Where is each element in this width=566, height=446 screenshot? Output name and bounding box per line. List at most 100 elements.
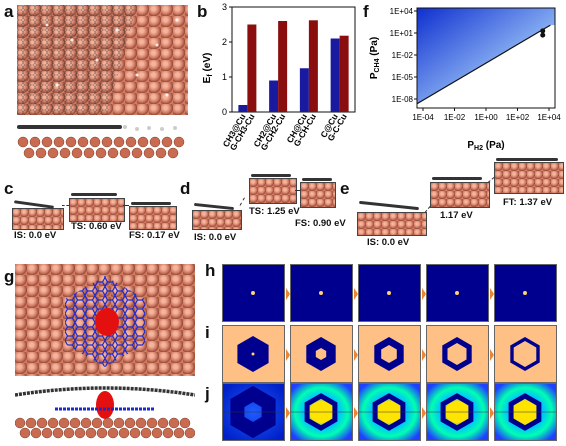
e-mid-structure bbox=[430, 182, 490, 208]
d-dash-1 bbox=[239, 197, 245, 206]
f-ytick-label: 1E+04 bbox=[390, 7, 414, 16]
g-nanoparticle-side bbox=[96, 391, 114, 419]
sim-frame-h bbox=[426, 264, 489, 322]
sequence-arrow-icon bbox=[286, 349, 290, 361]
d-ts-label: TS: 1.25 eV bbox=[249, 206, 300, 217]
sim-seed bbox=[319, 291, 323, 295]
c-ts-graphene bbox=[71, 193, 117, 196]
sequence-arrow-icon bbox=[286, 407, 290, 419]
f-xtick-label: 1E+04 bbox=[537, 113, 561, 122]
f-xtick-label: 1E-04 bbox=[412, 113, 434, 122]
c-ts-structure bbox=[69, 198, 125, 222]
sim-frame-i bbox=[426, 325, 489, 383]
sim-hex-ring bbox=[508, 393, 542, 431]
b-bar bbox=[339, 35, 349, 113]
f-yticks: 1E+04 1E+01 1E-02 1E-05 1E-08 bbox=[390, 7, 417, 104]
c-fs-structure bbox=[129, 206, 177, 230]
g-nanoparticle-top bbox=[95, 308, 119, 336]
sequence-arrow-icon bbox=[422, 349, 426, 361]
c-dash-1 bbox=[62, 205, 69, 206]
g-side-graphic bbox=[14, 386, 196, 439]
panel-letter-f: f bbox=[363, 2, 369, 21]
e-is-structure bbox=[357, 212, 427, 236]
d-fs-structure bbox=[300, 182, 336, 208]
b-bar bbox=[278, 21, 288, 112]
sim-hex-inner bbox=[447, 343, 467, 365]
d-is-structure bbox=[192, 210, 242, 230]
d-fs-label: FS: 0.90 eV bbox=[295, 218, 346, 229]
panel-letter-j: j bbox=[205, 384, 210, 403]
sim-frame-h bbox=[358, 264, 421, 322]
sim-hex-ring bbox=[440, 393, 474, 431]
e-mid-label: 1.17 eV bbox=[440, 210, 473, 221]
b-bar bbox=[308, 20, 318, 112]
b-yticks: 0 1 2 3 bbox=[222, 2, 232, 117]
sequence-arrow-icon bbox=[490, 407, 494, 419]
d-is-label: IS: 0.0 eV bbox=[194, 232, 237, 243]
b-ytick-label: 0 bbox=[222, 107, 227, 117]
sim-hex-ring bbox=[230, 385, 276, 439]
sequence-arrow-icon bbox=[490, 288, 494, 300]
d-ts-graphene bbox=[251, 174, 291, 177]
sim-frame-j bbox=[290, 383, 353, 441]
sim-hex-inner bbox=[315, 348, 327, 360]
e-mid-graphene bbox=[432, 177, 482, 180]
f-ytick-label: 1E-02 bbox=[392, 51, 414, 60]
f-ytick-label: 1E-05 bbox=[392, 73, 414, 82]
sim-frame-j bbox=[222, 383, 285, 441]
panel-b-bar-chart: 0 1 2 3 CH3@CuG-CH3-CuCH2@CuG-CH2-CuCH@CuG-… bbox=[202, 2, 356, 152]
sim-frame-i bbox=[494, 325, 557, 383]
f-xlabel: PH2 (Pa) bbox=[467, 140, 504, 152]
b-bar bbox=[238, 105, 248, 112]
sequence-arrow-icon bbox=[490, 349, 494, 361]
sim-frame-h bbox=[222, 264, 285, 322]
sequence-arrow-icon bbox=[286, 288, 290, 300]
e-is-graphene bbox=[359, 200, 419, 211]
sim-seed bbox=[251, 291, 255, 295]
panel-g-top-view bbox=[15, 264, 195, 376]
panel-a-side-view bbox=[17, 122, 188, 160]
b-ytick-label: 1 bbox=[222, 72, 227, 82]
sequence-arrow-icon bbox=[354, 288, 358, 300]
sequence-arrow-icon bbox=[422, 288, 426, 300]
sim-frame-h bbox=[290, 264, 353, 322]
f-lower-region bbox=[417, 25, 555, 109]
sim-frame-i bbox=[358, 325, 421, 383]
sim-frame-i bbox=[222, 325, 285, 383]
f-xtick-label: 1E+02 bbox=[506, 113, 530, 122]
b-ylabel: Ef (eV) bbox=[202, 53, 214, 84]
c-ts-label: TS: 0.60 eV bbox=[71, 221, 122, 232]
b-bar bbox=[269, 80, 279, 112]
sequence-arrow-icon bbox=[354, 349, 358, 361]
f-points bbox=[540, 28, 546, 38]
panel-letter-b: b bbox=[197, 2, 208, 21]
d-fs-graphene bbox=[302, 178, 332, 181]
sequence-arrow-icon bbox=[422, 407, 426, 419]
f-ytick-label: 1E-08 bbox=[392, 95, 414, 104]
f-xtick-label: 1E-02 bbox=[444, 113, 466, 122]
graphene-overlay bbox=[17, 5, 179, 115]
b-axes bbox=[231, 6, 356, 113]
sim-frame-j bbox=[494, 383, 557, 441]
b-bars bbox=[238, 20, 349, 113]
e-ft-label: FT: 1.37 eV bbox=[503, 197, 553, 208]
f-xtick-label: 1E+00 bbox=[474, 113, 498, 122]
sim-frame-h bbox=[494, 264, 557, 322]
f-boundary-line bbox=[416, 24, 551, 105]
sim-seed bbox=[387, 291, 391, 295]
d-dash-2 bbox=[295, 190, 300, 191]
f-data-point bbox=[540, 28, 546, 34]
e-ft-graphene bbox=[496, 158, 558, 161]
d-is-graphene bbox=[193, 202, 235, 211]
panel-letter-d: d bbox=[180, 179, 191, 198]
sim-frame-j bbox=[358, 383, 421, 441]
g-ring-overlay bbox=[65, 276, 145, 367]
b-xlabels: CH3@CuG-CH3-CuCH2@CuG-CH2-CuCH@CuG-CH-Cu… bbox=[221, 112, 349, 152]
sequence-arrow-icon bbox=[354, 407, 358, 419]
b-ytick-label: 3 bbox=[222, 2, 227, 12]
c-fs-label: FS: 0.17 eV bbox=[129, 230, 180, 241]
panel-g-side-view bbox=[14, 385, 196, 440]
e-is-label: IS: 0.0 eV bbox=[367, 237, 410, 248]
c-is-structure bbox=[12, 208, 64, 230]
